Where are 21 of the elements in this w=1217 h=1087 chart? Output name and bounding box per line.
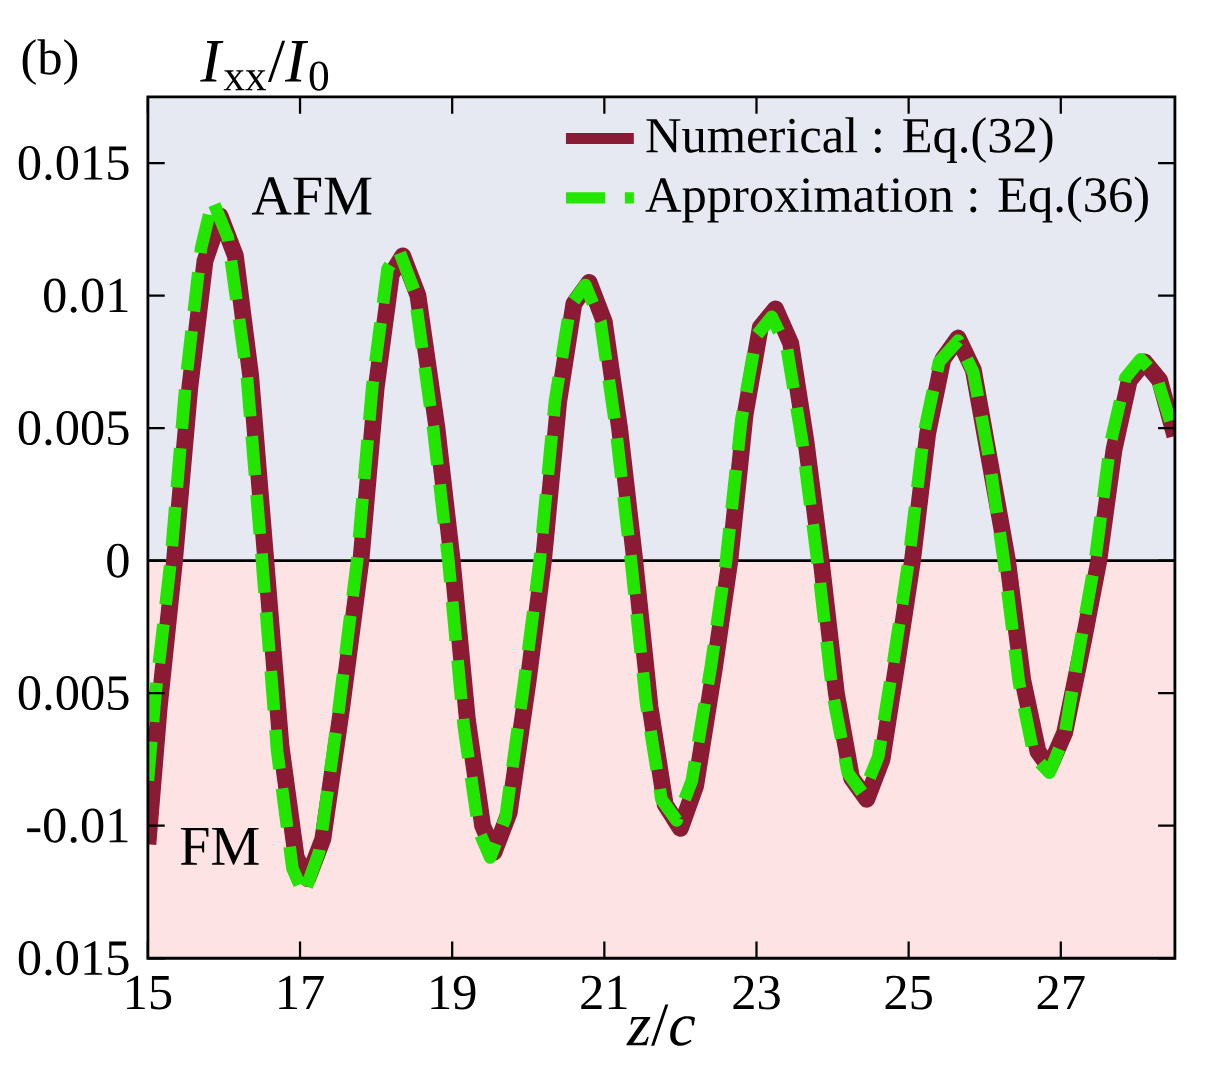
annotation: FM: [180, 827, 259, 865]
y-tick-label: 0.005: [18, 410, 129, 446]
x-tick-label: 17: [279, 975, 324, 1009]
legend-label: Approximation : Eq.(36): [645, 176, 1148, 223]
x-tick-label: 23: [733, 975, 780, 1010]
y-tick-label: 0.015: [18, 940, 129, 976]
x-tick-label: 21: [581, 975, 627, 1009]
y-tick-label: 0: [107, 543, 129, 578]
y-tick-label: 0.01: [44, 278, 128, 313]
chart-title: (b): [22, 39, 78, 85]
y-axis-title: I$_{xx}$/I$_{0}$: [200, 40, 329, 91]
x-tick-label: 19: [431, 975, 476, 1010]
x-axis-title: z/c: [626, 1004, 696, 1046]
x-tick-label: 15: [127, 975, 172, 1010]
y-tick-label: 0.015: [18, 145, 129, 181]
x-tick-label: 25: [885, 975, 932, 1010]
y-tick-label: 0.005: [18, 675, 129, 711]
x-tick-label: 27: [1037, 975, 1085, 1009]
y-tick-label: -0.01: [27, 808, 128, 843]
annotation: AFM: [251, 177, 372, 215]
legend-label: Numerical : Eq.(32): [646, 116, 1053, 163]
